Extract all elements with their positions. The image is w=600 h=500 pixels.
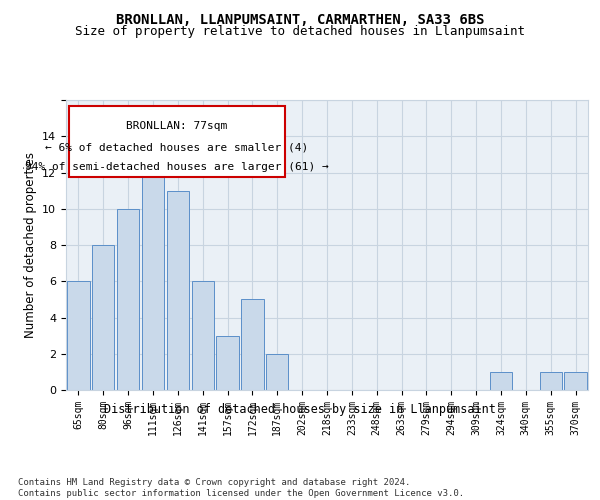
Bar [241,300,263,390]
Text: BRONLLAN: 77sqm: BRONLLAN: 77sqm [127,120,227,130]
Bar [92,245,115,390]
Bar [266,354,289,390]
Bar [117,209,139,390]
Bar [490,372,512,390]
Bar [217,336,239,390]
Text: ← 6% of detached houses are smaller (4): ← 6% of detached houses are smaller (4) [46,142,308,152]
Text: Contains HM Land Registry data © Crown copyright and database right 2024.
Contai: Contains HM Land Registry data © Crown c… [18,478,464,498]
Bar [565,372,587,390]
Text: BRONLLAN, LLANPUMSAINT, CARMARTHEN, SA33 6BS: BRONLLAN, LLANPUMSAINT, CARMARTHEN, SA33… [116,12,484,26]
FancyBboxPatch shape [68,106,285,177]
Bar [67,281,89,390]
Text: 94% of semi-detached houses are larger (61) →: 94% of semi-detached houses are larger (… [25,162,329,172]
Y-axis label: Number of detached properties: Number of detached properties [23,152,37,338]
Text: Distribution of detached houses by size in Llanpumsaint: Distribution of detached houses by size … [104,402,496,415]
Bar [539,372,562,390]
Bar [142,154,164,390]
Bar [167,190,189,390]
Bar [191,281,214,390]
Text: Size of property relative to detached houses in Llanpumsaint: Size of property relative to detached ho… [75,25,525,38]
